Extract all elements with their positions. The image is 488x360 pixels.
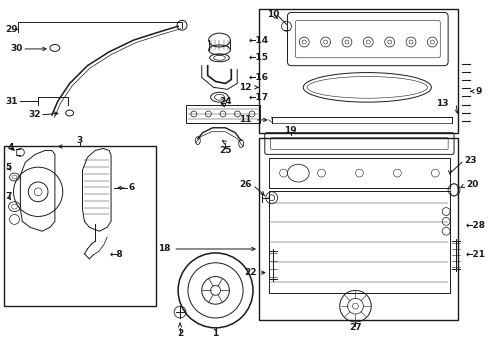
Text: ←17: ←17: [248, 93, 268, 102]
Text: ←14: ←14: [248, 36, 268, 45]
Text: 29: 29: [5, 25, 18, 34]
Text: 26: 26: [239, 180, 251, 189]
Text: 23: 23: [463, 156, 475, 165]
Text: 1: 1: [212, 329, 218, 338]
Text: 30: 30: [11, 44, 23, 53]
Text: 5: 5: [5, 163, 12, 172]
Text: ←28: ←28: [465, 221, 485, 230]
Text: 6: 6: [128, 183, 135, 192]
Text: 31: 31: [5, 96, 18, 105]
Text: 18: 18: [158, 244, 170, 253]
Text: 3: 3: [76, 136, 82, 145]
Text: 7: 7: [5, 192, 12, 201]
Text: 32: 32: [28, 111, 41, 120]
Bar: [268, 191, 449, 293]
Text: 2: 2: [177, 329, 183, 338]
Text: 25: 25: [219, 146, 231, 155]
Text: ←16: ←16: [248, 73, 268, 82]
Text: 20: 20: [465, 180, 477, 189]
Text: 4: 4: [8, 143, 14, 152]
Bar: [3, 147, 156, 306]
Text: 22: 22: [244, 268, 256, 277]
Text: 12: 12: [239, 83, 251, 92]
Text: ←15: ←15: [248, 53, 268, 62]
Text: 24: 24: [219, 96, 231, 105]
Text: 19: 19: [284, 126, 297, 135]
Text: ←8: ←8: [109, 251, 122, 260]
Bar: [185, 105, 259, 123]
Text: 11: 11: [239, 116, 251, 125]
Text: 9: 9: [475, 87, 481, 96]
Bar: [258, 9, 457, 133]
Bar: [258, 138, 457, 320]
Text: ←21: ←21: [465, 251, 485, 260]
Text: 13: 13: [435, 99, 448, 108]
Text: 27: 27: [348, 323, 361, 332]
Text: 10: 10: [266, 10, 279, 19]
